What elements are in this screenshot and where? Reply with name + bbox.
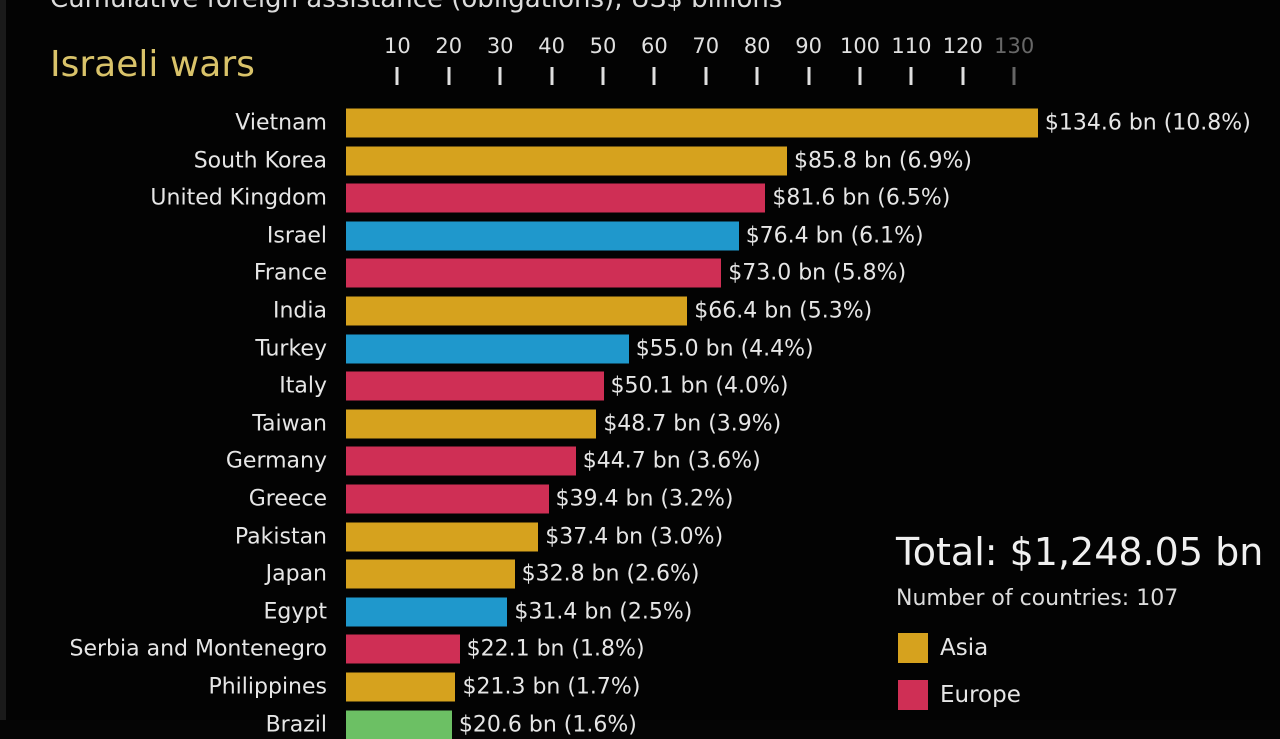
x-tick-label: 90 xyxy=(795,34,822,58)
value-label: $20.6 bn (1.6%) xyxy=(458,712,637,738)
chart-title: Cumulative foreign assistance (obligatio… xyxy=(50,0,782,14)
legend-label: Asia xyxy=(940,635,989,661)
value-label: $44.7 bn (3.6%) xyxy=(582,448,761,474)
x-tick-mark xyxy=(498,67,502,85)
bar xyxy=(346,484,549,514)
x-tick-mark xyxy=(601,67,605,85)
x-tick-label: 50 xyxy=(589,34,617,58)
value-label: $85.8 bn (6.9%) xyxy=(794,148,972,174)
x-tick-label: 10 xyxy=(384,34,411,58)
x-tick-label: 100 xyxy=(839,34,881,58)
value-label: $66.4 bn (5.3%) xyxy=(694,298,873,324)
x-tick-label: 120 xyxy=(942,34,983,58)
category-label: Israel xyxy=(266,223,327,249)
bar xyxy=(346,146,787,176)
category-label: Italy xyxy=(279,373,327,399)
bar xyxy=(346,559,515,589)
x-tick-mark xyxy=(704,67,708,85)
value-label: $31.4 bn (2.5%) xyxy=(514,599,693,625)
bar xyxy=(346,710,452,739)
chart-subtitle: Israeli wars xyxy=(50,44,255,85)
bar xyxy=(346,334,629,364)
x-tick-mark xyxy=(858,67,862,85)
value-label: $81.6 bn (6.5%) xyxy=(772,185,951,211)
bar xyxy=(346,296,688,326)
value-label: $22.1 bn (1.8%) xyxy=(466,636,645,662)
value-label: $73.0 bn (5.8%) xyxy=(728,260,907,286)
category-label: Germany xyxy=(225,448,327,474)
x-tick-mark xyxy=(909,67,913,85)
bar xyxy=(346,221,739,251)
x-tick-label: 30 xyxy=(486,34,514,58)
value-label: $21.3 bn (1.7%) xyxy=(462,674,641,700)
category-label: Japan xyxy=(265,561,327,587)
bar xyxy=(346,634,460,664)
category-label: Egypt xyxy=(263,599,327,625)
bar xyxy=(346,409,597,439)
bar xyxy=(346,258,722,288)
x-tick-mark xyxy=(395,67,399,85)
x-tick-mark xyxy=(652,67,656,85)
bar xyxy=(346,672,456,702)
value-label: $39.4 bn (3.2%) xyxy=(555,486,734,512)
x-tick-label: 80 xyxy=(743,34,771,58)
x-tick-label: 40 xyxy=(538,34,565,58)
x-tick-mark xyxy=(447,67,451,85)
bar xyxy=(346,183,766,213)
value-label: $50.1 bn (4.0%) xyxy=(610,373,789,399)
value-label: $55.0 bn (4.4%) xyxy=(635,336,814,362)
category-label: Pakistan xyxy=(234,524,327,550)
category-label: Serbia and Montenegro xyxy=(69,636,328,662)
category-label: United Kingdom xyxy=(150,185,327,211)
bar xyxy=(346,108,1038,138)
legend-label: Europe xyxy=(940,682,1021,708)
x-tick-mark xyxy=(1012,67,1016,85)
x-tick-label: 70 xyxy=(692,34,720,58)
country-count: Number of countries: 107 xyxy=(896,586,1179,611)
legend-swatch xyxy=(898,633,928,663)
x-tick-label: 110 xyxy=(891,34,932,58)
x-tick-mark xyxy=(807,67,811,85)
x-tick-mark xyxy=(755,67,759,85)
category-label: Vietnam xyxy=(235,110,327,136)
value-label: $134.6 bn (10.8%) xyxy=(1044,110,1251,136)
category-label: Brazil xyxy=(265,712,327,738)
category-label: India xyxy=(273,298,327,324)
category-label: Philippines xyxy=(208,674,327,700)
bar xyxy=(346,597,508,627)
bar xyxy=(346,371,604,401)
x-tick-label: 20 xyxy=(435,34,463,58)
category-label: South Korea xyxy=(193,148,327,174)
value-label: $37.4 bn (3.0%) xyxy=(545,524,724,550)
total-label: Total: $1,248.05 bn xyxy=(896,530,1264,574)
bar xyxy=(346,446,576,476)
value-label: $32.8 bn (2.6%) xyxy=(521,561,700,587)
x-tick-mark xyxy=(961,67,965,85)
x-tick-label: 130 xyxy=(994,34,1035,58)
legend-swatch xyxy=(898,680,928,710)
x-tick-mark xyxy=(550,67,554,85)
category-label: Turkey xyxy=(255,336,327,362)
bar xyxy=(346,522,539,552)
x-tick-label: 60 xyxy=(641,34,668,58)
value-label: $48.7 bn (3.9%) xyxy=(603,411,782,437)
value-label: $76.4 bn (6.1%) xyxy=(745,223,924,249)
category-label: Greece xyxy=(248,486,327,512)
category-label: France xyxy=(253,260,327,286)
category-label: Taiwan xyxy=(252,411,327,437)
